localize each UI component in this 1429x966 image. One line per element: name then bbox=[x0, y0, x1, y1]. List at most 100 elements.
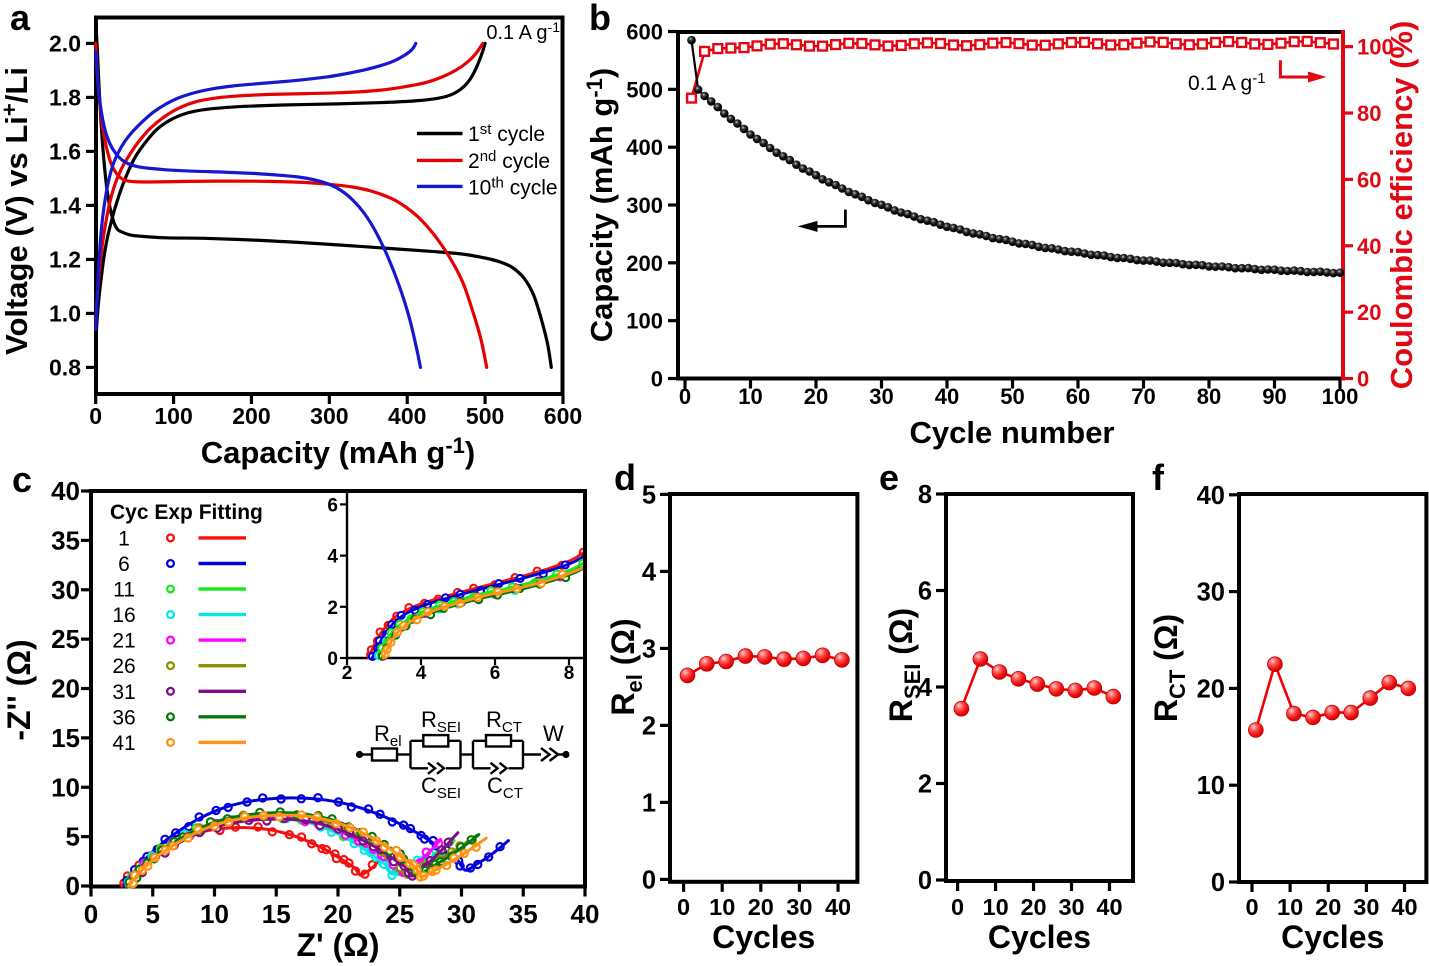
svg-text:Z' (Ω): Z' (Ω) bbox=[296, 927, 379, 963]
svg-text:0: 0 bbox=[84, 899, 98, 929]
svg-text:0: 0 bbox=[679, 384, 691, 409]
svg-text:0: 0 bbox=[951, 894, 964, 920]
svg-text:40: 40 bbox=[1357, 234, 1381, 259]
svg-text:a: a bbox=[10, 0, 31, 38]
svg-text:80: 80 bbox=[1197, 384, 1221, 409]
svg-text:2nd cycle: 2nd cycle bbox=[468, 148, 550, 173]
svg-text:3: 3 bbox=[642, 635, 656, 663]
svg-text:30: 30 bbox=[1058, 894, 1084, 920]
svg-text:20: 20 bbox=[748, 894, 774, 920]
svg-text:Cyc Exp Fitting: Cyc Exp Fitting bbox=[110, 501, 263, 524]
svg-text:5: 5 bbox=[642, 481, 656, 509]
svg-text:20: 20 bbox=[1020, 894, 1046, 920]
svg-text:RCT (Ω): RCT (Ω) bbox=[1148, 614, 1190, 722]
svg-text:100: 100 bbox=[154, 403, 192, 429]
svg-text:11: 11 bbox=[113, 579, 135, 602]
svg-text:16: 16 bbox=[112, 604, 135, 627]
svg-text:b: b bbox=[589, 0, 611, 38]
svg-text:400: 400 bbox=[626, 135, 663, 160]
svg-text:0: 0 bbox=[1245, 894, 1258, 920]
svg-text:1.6: 1.6 bbox=[49, 138, 81, 164]
svg-text:W: W bbox=[543, 721, 564, 746]
svg-text:20: 20 bbox=[1315, 894, 1341, 920]
svg-text:25: 25 bbox=[385, 899, 414, 929]
svg-text:10: 10 bbox=[51, 772, 80, 802]
svg-text:Cycle number: Cycle number bbox=[909, 415, 1114, 450]
svg-text:0: 0 bbox=[918, 867, 932, 895]
svg-text:c: c bbox=[12, 459, 32, 500]
svg-text:10: 10 bbox=[738, 384, 762, 409]
svg-text:26: 26 bbox=[112, 655, 135, 678]
svg-text:0: 0 bbox=[1357, 367, 1369, 392]
svg-text:600: 600 bbox=[626, 20, 663, 45]
svg-text:300: 300 bbox=[626, 193, 663, 218]
svg-text:6: 6 bbox=[327, 495, 338, 516]
svg-text:20: 20 bbox=[51, 674, 80, 704]
svg-text:5: 5 bbox=[146, 899, 160, 929]
svg-text:40: 40 bbox=[1391, 894, 1417, 920]
svg-text:100: 100 bbox=[1322, 384, 1359, 409]
svg-text:30: 30 bbox=[786, 894, 812, 920]
svg-text:35: 35 bbox=[51, 525, 80, 555]
svg-text:8: 8 bbox=[564, 663, 575, 684]
svg-text:5: 5 bbox=[66, 822, 80, 852]
svg-text:500: 500 bbox=[466, 403, 504, 429]
svg-text:200: 200 bbox=[232, 403, 270, 429]
svg-text:2.0: 2.0 bbox=[49, 30, 81, 56]
svg-text:36: 36 bbox=[112, 706, 135, 729]
svg-text:6: 6 bbox=[918, 578, 932, 606]
svg-text:90: 90 bbox=[1262, 384, 1286, 409]
svg-text:0: 0 bbox=[327, 649, 338, 670]
svg-text:0: 0 bbox=[677, 894, 690, 920]
svg-text:2: 2 bbox=[342, 663, 353, 684]
svg-text:80: 80 bbox=[1357, 101, 1381, 126]
svg-text:Coulombic efficiency (%): Coulombic efficiency (%) bbox=[1384, 21, 1419, 390]
svg-text:Rel (Ω): Rel (Ω) bbox=[605, 618, 647, 715]
svg-text:f: f bbox=[1152, 457, 1165, 498]
svg-text:20: 20 bbox=[1357, 300, 1381, 325]
svg-text:600: 600 bbox=[544, 403, 582, 429]
svg-text:RSEI (Ω): RSEI (Ω) bbox=[883, 608, 925, 722]
svg-text:30: 30 bbox=[1197, 579, 1225, 607]
svg-text:0: 0 bbox=[651, 367, 663, 392]
svg-text:60: 60 bbox=[1357, 167, 1381, 192]
svg-text:100: 100 bbox=[626, 309, 663, 334]
svg-text:20: 20 bbox=[804, 384, 828, 409]
svg-text:0: 0 bbox=[89, 403, 102, 429]
svg-text:15: 15 bbox=[51, 723, 80, 753]
svg-text:60: 60 bbox=[1066, 384, 1090, 409]
svg-text:25: 25 bbox=[51, 624, 80, 654]
svg-text:41: 41 bbox=[112, 732, 135, 755]
svg-text:0: 0 bbox=[1211, 869, 1225, 897]
svg-text:10: 10 bbox=[709, 894, 735, 920]
svg-text:40: 40 bbox=[571, 899, 600, 929]
svg-text:Cycles: Cycles bbox=[712, 919, 815, 955]
svg-text:400: 400 bbox=[388, 403, 426, 429]
svg-text:0: 0 bbox=[66, 871, 80, 901]
svg-text:31: 31 bbox=[112, 681, 135, 704]
svg-text:10: 10 bbox=[983, 894, 1009, 920]
svg-text:10th cycle: 10th cycle bbox=[468, 175, 558, 200]
svg-text:2: 2 bbox=[327, 598, 338, 619]
svg-text:40: 40 bbox=[51, 476, 80, 506]
svg-text:40: 40 bbox=[935, 384, 959, 409]
svg-text:70: 70 bbox=[1131, 384, 1155, 409]
svg-text:100: 100 bbox=[1357, 35, 1394, 60]
svg-text:e: e bbox=[879, 457, 899, 498]
svg-text:1.8: 1.8 bbox=[49, 84, 81, 110]
svg-text:30: 30 bbox=[869, 384, 893, 409]
svg-text:Capacity (mAh g-1): Capacity (mAh g-1) bbox=[582, 68, 619, 343]
svg-text:50: 50 bbox=[1000, 384, 1024, 409]
svg-text:0.8: 0.8 bbox=[49, 354, 81, 380]
svg-text:4: 4 bbox=[416, 663, 427, 684]
svg-text:8: 8 bbox=[918, 481, 932, 509]
svg-text:500: 500 bbox=[626, 77, 663, 102]
svg-text:1.4: 1.4 bbox=[49, 192, 81, 218]
svg-text:1.0: 1.0 bbox=[49, 300, 81, 326]
svg-text:10: 10 bbox=[1197, 772, 1225, 800]
svg-text:0: 0 bbox=[642, 866, 656, 894]
svg-text:1st cycle: 1st cycle bbox=[468, 121, 545, 146]
svg-text:35: 35 bbox=[509, 899, 538, 929]
svg-text:4: 4 bbox=[918, 674, 933, 702]
svg-text:21: 21 bbox=[112, 630, 135, 653]
